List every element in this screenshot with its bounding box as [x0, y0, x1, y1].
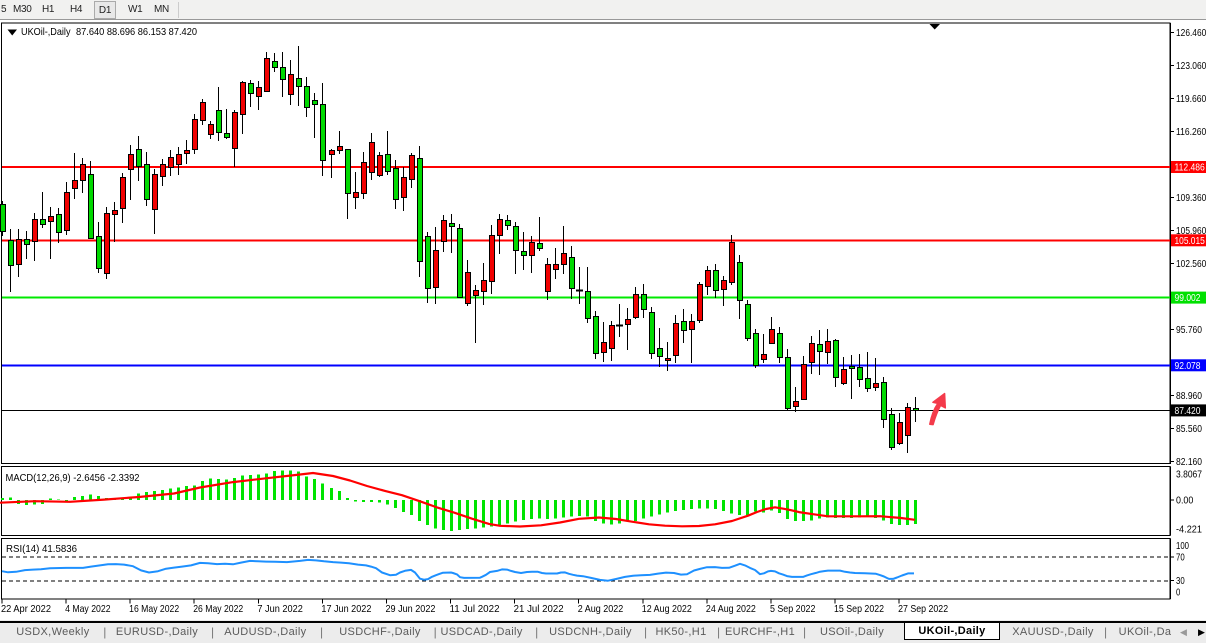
svg-text:RSI(14) 41.5836: RSI(14) 41.5836 [6, 543, 77, 555]
svg-text:87.420: 87.420 [1175, 405, 1201, 417]
svg-text:4 May 2022: 4 May 2022 [65, 603, 111, 615]
svg-text:5 Sep 2022: 5 Sep 2022 [770, 603, 816, 615]
svg-text:88.960: 88.960 [1176, 390, 1202, 402]
svg-text:109.360: 109.360 [1176, 192, 1206, 204]
svg-text:16 May 2022: 16 May 2022 [129, 603, 179, 615]
svg-text:105.015: 105.015 [1175, 235, 1205, 247]
svg-text:21 Jul 2022: 21 Jul 2022 [514, 603, 564, 615]
svg-text:116.260: 116.260 [1176, 126, 1206, 138]
svg-text:30: 30 [1176, 575, 1185, 587]
svg-text:99.002: 99.002 [1175, 292, 1201, 304]
svg-text:70: 70 [1176, 552, 1185, 564]
svg-text:11 Jul 2022: 11 Jul 2022 [450, 603, 500, 615]
svg-text:0.00: 0.00 [1176, 495, 1193, 507]
svg-text:105.960: 105.960 [1176, 225, 1206, 237]
svg-text:82.160: 82.160 [1176, 456, 1202, 468]
svg-text:0: 0 [1176, 587, 1180, 599]
svg-text:119.660: 119.660 [1176, 93, 1206, 105]
svg-text:29 Jun 2022: 29 Jun 2022 [385, 603, 435, 615]
svg-text:24 Aug 2022: 24 Aug 2022 [706, 603, 756, 615]
svg-text:92.078: 92.078 [1175, 360, 1201, 372]
svg-text:15 Sep 2022: 15 Sep 2022 [834, 603, 884, 615]
svg-text:7 Jun 2022: 7 Jun 2022 [257, 603, 303, 615]
svg-text:100: 100 [1176, 540, 1189, 552]
svg-text:102.560: 102.560 [1176, 258, 1206, 270]
svg-text:85.560: 85.560 [1176, 423, 1202, 435]
svg-text:2 Aug 2022: 2 Aug 2022 [578, 603, 624, 615]
svg-text:17 Jun 2022: 17 Jun 2022 [321, 603, 371, 615]
svg-text:-4.221: -4.221 [1176, 524, 1202, 536]
svg-text:126.460: 126.460 [1176, 27, 1206, 39]
svg-text:UKOil-,Daily: UKOil-,Daily [21, 26, 71, 38]
svg-text:112.486: 112.486 [1175, 162, 1205, 174]
svg-text:27 Sep 2022: 27 Sep 2022 [898, 603, 948, 615]
svg-text:95.760: 95.760 [1176, 324, 1202, 336]
svg-text:MACD(12,26,9) -2.6456 -2.3392: MACD(12,26,9) -2.6456 -2.3392 [6, 472, 140, 484]
svg-text:22 Apr 2022: 22 Apr 2022 [1, 603, 51, 615]
svg-text:12 Aug 2022: 12 Aug 2022 [642, 603, 692, 615]
svg-text:3.8067: 3.8067 [1176, 469, 1202, 481]
svg-text:87.640 88.696 86.153 87.420: 87.640 88.696 86.153 87.420 [76, 26, 197, 38]
svg-text:123.060: 123.060 [1176, 60, 1206, 72]
svg-text:26 May 2022: 26 May 2022 [193, 603, 243, 615]
